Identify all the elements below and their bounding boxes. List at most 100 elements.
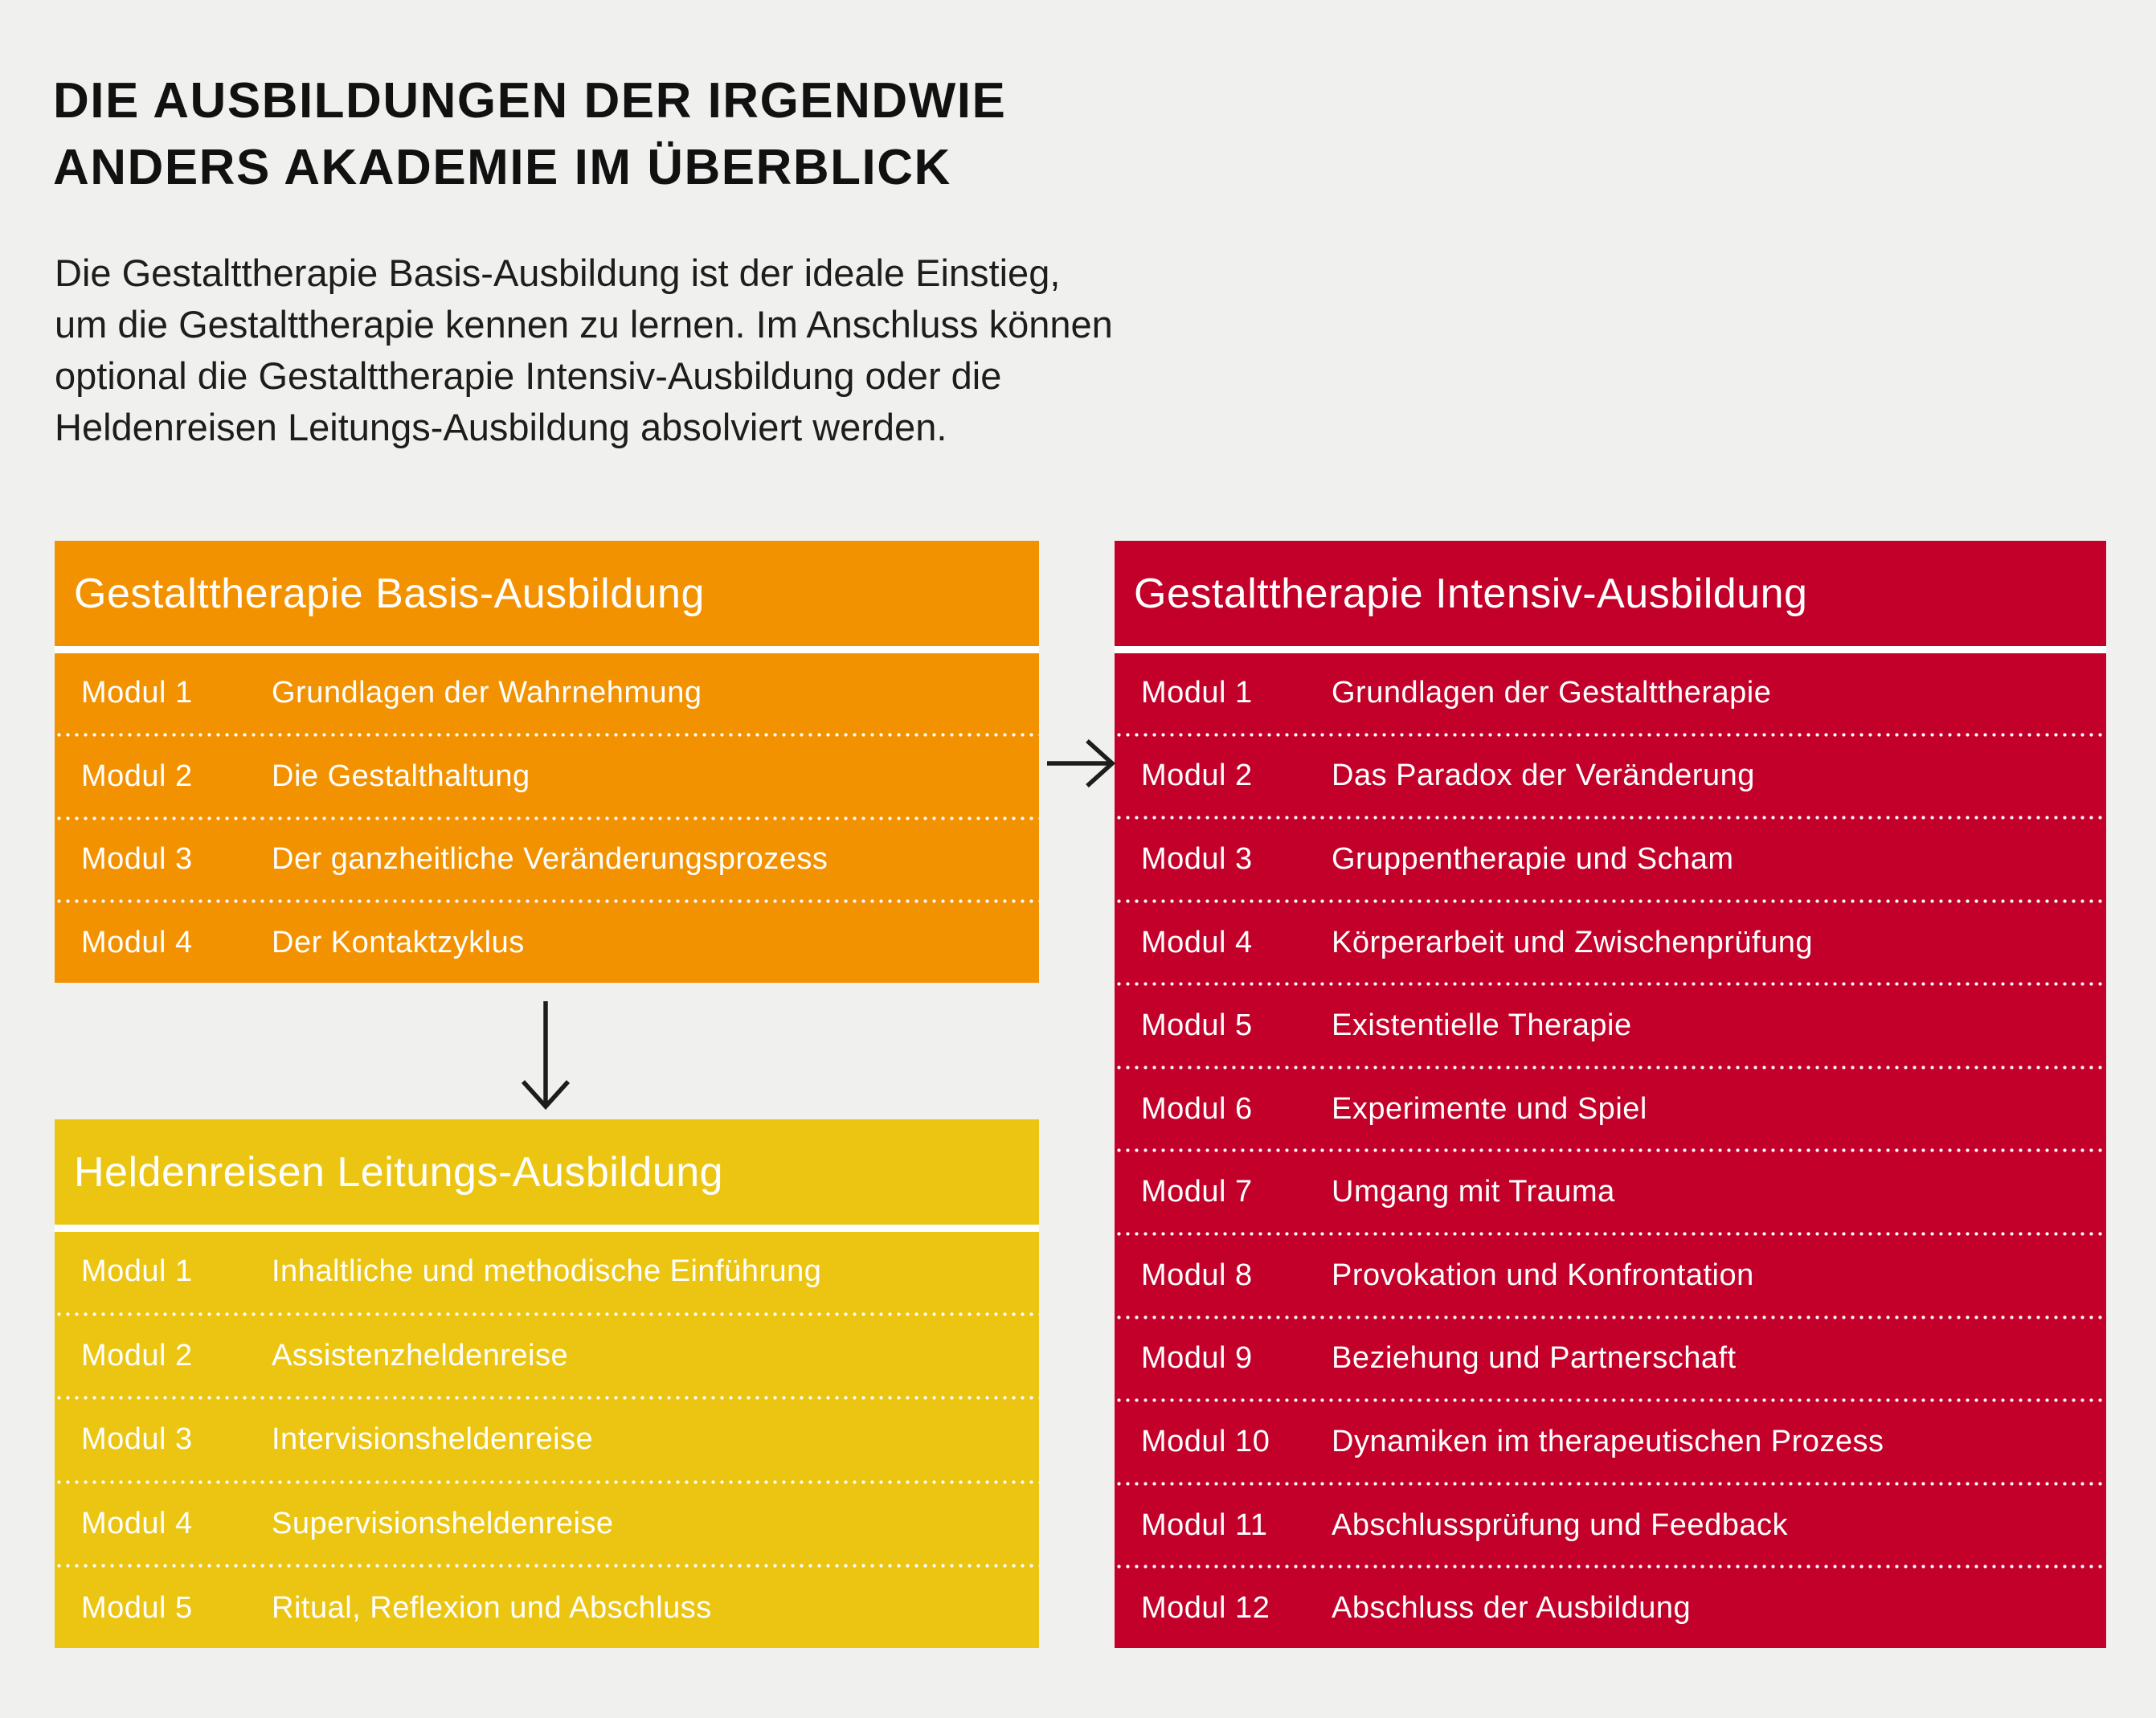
module-row: Modul 12 Abschluss der Ausbildung bbox=[1115, 1569, 2106, 1648]
module-title: Umgang mit Trauma bbox=[1332, 1175, 1615, 1209]
module-title: Grundlagen der Gestalttherapie bbox=[1332, 675, 1772, 710]
module-row: Modul 2 Die Gestalthaltung bbox=[55, 737, 1039, 816]
module-row: Modul 11 Abschlussprüfung und Feedback bbox=[1115, 1486, 2106, 1565]
module-title: Intervisionsheldenreise bbox=[272, 1422, 594, 1457]
dotted-divider bbox=[55, 1564, 1039, 1569]
module-label: Modul 2 bbox=[1141, 759, 1253, 793]
module-label: Modul 1 bbox=[81, 675, 193, 710]
dotted-divider bbox=[1115, 1565, 2106, 1569]
module-row: Modul 3 Der ganzheitliche Veränderungspr… bbox=[55, 820, 1039, 900]
box-intensiv-body: Modul 1 Grundlagen der Gestalttherapie M… bbox=[1115, 653, 2106, 1648]
module-label: Modul 2 bbox=[81, 759, 193, 793]
dotted-divider bbox=[55, 732, 1039, 737]
module-row: Modul 8 Provokation und Konfrontation bbox=[1115, 1236, 2106, 1315]
page-title-line-1: DIE AUSBILDUNGEN DER IRGENDWIE bbox=[53, 73, 1007, 129]
module-label: Modul 3 bbox=[1141, 841, 1253, 876]
module-label: Modul 12 bbox=[1141, 1591, 1270, 1626]
module-title: Ritual, Reflexion und Abschluss bbox=[272, 1590, 712, 1625]
module-title: Beziehung und Partnerschaft bbox=[1332, 1341, 1737, 1376]
module-title: Existentielle Therapie bbox=[1332, 1008, 1632, 1043]
module-title: Die Gestalthaltung bbox=[272, 759, 530, 793]
module-title: Assistenzheldenreise bbox=[272, 1338, 569, 1372]
module-label: Modul 6 bbox=[1141, 1091, 1253, 1126]
dotted-divider bbox=[1115, 1481, 2106, 1486]
module-title: Gruppentherapie und Scham bbox=[1332, 841, 1734, 876]
module-label: Modul 5 bbox=[81, 1590, 193, 1625]
box-intensiv-header: Gestalttherapie Intensiv-Ausbildung bbox=[1115, 541, 2106, 653]
dotted-divider bbox=[55, 1479, 1039, 1484]
dotted-divider bbox=[1115, 982, 2106, 987]
module-label: Modul 7 bbox=[1141, 1175, 1253, 1209]
module-row: Modul 1 Inhaltliche und methodische Einf… bbox=[55, 1232, 1039, 1312]
module-title: Dynamiken im therapeutischen Prozess bbox=[1332, 1424, 1884, 1458]
dotted-divider bbox=[55, 816, 1039, 820]
dotted-divider bbox=[55, 1311, 1039, 1316]
module-label: Modul 1 bbox=[1141, 675, 1253, 710]
module-label: Modul 1 bbox=[81, 1254, 193, 1289]
module-title: Provokation und Konfrontation bbox=[1332, 1258, 1754, 1292]
module-row: Modul 4 Körperarbeit und Zwischenprüfung bbox=[1115, 903, 2106, 983]
module-label: Modul 4 bbox=[81, 926, 193, 960]
module-title: Der Kontaktzyklus bbox=[272, 926, 525, 960]
module-title: Abschluss der Ausbildung bbox=[1332, 1591, 1692, 1626]
page-title: DIE AUSBILDUNGEN DER IRGENDWIE ANDERS AK… bbox=[53, 67, 1006, 201]
dotted-divider bbox=[1115, 1148, 2106, 1153]
module-label: Modul 4 bbox=[1141, 925, 1253, 959]
module-label: Modul 8 bbox=[1141, 1258, 1253, 1292]
module-row: Modul 4 Der Kontaktzyklus bbox=[55, 903, 1039, 983]
module-title: Supervisionsheldenreise bbox=[272, 1507, 614, 1541]
box-basis-ausbildung: Gestalttherapie Basis-Ausbildung Modul 1… bbox=[55, 541, 1039, 983]
module-row: Modul 1 Grundlagen der Wahrnehmung bbox=[55, 653, 1039, 733]
arrow-basis-to-heldenreisen-icon bbox=[521, 1001, 571, 1111]
dotted-divider bbox=[55, 899, 1039, 904]
intro-line-4: Heldenreisen Leitungs-Ausbildung absolvi… bbox=[55, 406, 947, 448]
module-row: Modul 2 Das Paradox der Veränderung bbox=[1115, 737, 2106, 816]
module-title: Inhaltliche und methodische Einführung bbox=[272, 1254, 822, 1289]
module-row: Modul 3 Intervisionsheldenreise bbox=[55, 1400, 1039, 1480]
module-row: Modul 10 Dynamiken im therapeutischen Pr… bbox=[1115, 1402, 2106, 1482]
box-heldenreisen-body: Modul 1 Inhaltliche und methodische Einf… bbox=[55, 1232, 1039, 1648]
module-label: Modul 2 bbox=[81, 1338, 193, 1372]
module-label: Modul 10 bbox=[1141, 1424, 1270, 1458]
module-row: Modul 5 Ritual, Reflexion und Abschluss bbox=[55, 1568, 1039, 1648]
box-basis-header: Gestalttherapie Basis-Ausbildung bbox=[55, 541, 1039, 653]
module-title: Experimente und Spiel bbox=[1332, 1091, 1647, 1126]
module-title: Das Paradox der Veränderung bbox=[1332, 759, 1755, 793]
intro-paragraph: Die Gestalttherapie Basis-Ausbildung ist… bbox=[55, 247, 1113, 453]
box-intensiv-ausbildung: Gestalttherapie Intensiv-Ausbildung Modu… bbox=[1115, 541, 2106, 1648]
module-label: Modul 11 bbox=[1141, 1507, 1268, 1542]
module-row: Modul 4 Supervisionsheldenreise bbox=[55, 1484, 1039, 1565]
module-row: Modul 2 Assistenzheldenreise bbox=[55, 1316, 1039, 1397]
module-row: Modul 7 Umgang mit Trauma bbox=[1115, 1152, 2106, 1232]
dotted-divider bbox=[1115, 732, 2106, 737]
arrow-basis-to-intensiv-icon bbox=[1047, 738, 1116, 788]
module-row: Modul 3 Gruppentherapie und Scham bbox=[1115, 820, 2106, 899]
dotted-divider bbox=[1115, 1065, 2106, 1070]
module-title: Abschlussprüfung und Feedback bbox=[1332, 1507, 1788, 1542]
module-row: Modul 5 Existentielle Therapie bbox=[1115, 986, 2106, 1066]
box-heldenreisen-ausbildung: Heldenreisen Leitungs-Ausbildung Modul 1… bbox=[55, 1119, 1039, 1648]
module-row: Modul 9 Beziehung und Partnerschaft bbox=[1115, 1319, 2106, 1399]
dotted-divider bbox=[1115, 816, 2106, 820]
intro-line-2: um die Gestalttherapie kennen zu lernen.… bbox=[55, 303, 1113, 346]
dotted-divider bbox=[1115, 1315, 2106, 1319]
page-title-line-2: ANDERS AKADEMIE IM ÜBERBLICK bbox=[53, 140, 951, 195]
module-label: Modul 5 bbox=[1141, 1008, 1253, 1043]
dotted-divider bbox=[1115, 1398, 2106, 1403]
dotted-divider bbox=[55, 1396, 1039, 1401]
module-title: Grundlagen der Wahrnehmung bbox=[272, 675, 702, 710]
module-title: Körperarbeit und Zwischenprüfung bbox=[1332, 925, 1814, 959]
module-row: Modul 6 Experimente und Spiel bbox=[1115, 1070, 2106, 1149]
intro-line-3: optional die Gestalttherapie Intensiv-Au… bbox=[55, 354, 1002, 397]
dotted-divider bbox=[1115, 898, 2106, 903]
box-heldenreisen-header: Heldenreisen Leitungs-Ausbildung bbox=[55, 1119, 1039, 1232]
box-basis-body: Modul 1 Grundlagen der Wahrnehmung Modul… bbox=[55, 653, 1039, 983]
dotted-divider bbox=[1115, 1232, 2106, 1237]
module-label: Modul 9 bbox=[1141, 1341, 1253, 1376]
module-label: Modul 4 bbox=[81, 1507, 193, 1541]
module-label: Modul 3 bbox=[81, 1422, 193, 1457]
module-label: Modul 3 bbox=[81, 842, 193, 877]
module-title: Der ganzheitliche Veränderungsprozess bbox=[272, 842, 828, 877]
intro-line-1: Die Gestalttherapie Basis-Ausbildung ist… bbox=[55, 252, 1061, 294]
